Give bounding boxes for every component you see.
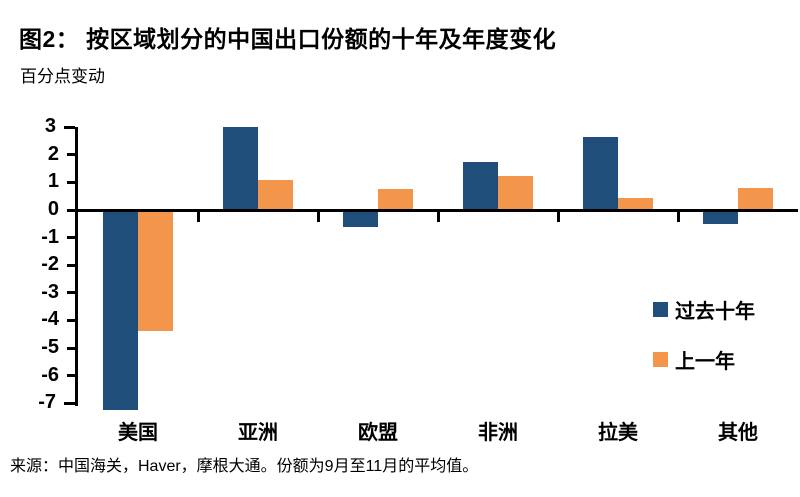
y-tick-0 bbox=[67, 208, 75, 212]
bar-过去十年-拉美 bbox=[583, 136, 618, 210]
y-tick--6 bbox=[67, 374, 75, 378]
legend-item-last-year: 上一年 bbox=[653, 348, 755, 373]
x-separator-tick-4 bbox=[556, 211, 560, 222]
legend: 过去十年 上一年 bbox=[653, 298, 755, 398]
source-note: 来源：中国海关，Haver，摩根大通。份额为9月至11月的平均值。 bbox=[10, 458, 479, 475]
y-tick-label--7: -7 bbox=[38, 391, 56, 414]
bar-上一年-亚洲 bbox=[258, 179, 293, 210]
y-tick-3 bbox=[64, 125, 75, 129]
bar-上一年-美国 bbox=[138, 210, 173, 332]
y-tick--2 bbox=[67, 263, 75, 267]
category-label-欧盟: 欧盟 bbox=[358, 422, 398, 444]
category-label-非洲: 非洲 bbox=[478, 422, 518, 444]
y-axis-line bbox=[75, 127, 78, 407]
y-tick-label--1: -1 bbox=[41, 225, 59, 248]
bar-过去十年-其他 bbox=[703, 210, 738, 224]
y-tick-label--2: -2 bbox=[41, 253, 59, 276]
y-tick-label-3: 3 bbox=[44, 115, 56, 138]
chart-title: 图2： 按区域划分的中国出口份额的十年及年度变化 bbox=[19, 26, 557, 52]
y-tick-label-0: 0 bbox=[47, 198, 59, 220]
y-tick-label-2: 2 bbox=[47, 142, 59, 165]
y-tick--4 bbox=[67, 318, 75, 322]
legend-label: 过去十年 bbox=[675, 300, 755, 323]
bar-过去十年-非洲 bbox=[463, 161, 498, 210]
chart-subtitle: 百分点变动 bbox=[20, 67, 105, 86]
legend-label: 上一年 bbox=[675, 350, 735, 373]
y-tick-1 bbox=[67, 180, 75, 184]
x-separator-tick-1 bbox=[196, 211, 200, 222]
x-separator-tick-3 bbox=[436, 211, 440, 222]
x-axis-line bbox=[78, 208, 798, 212]
x-separator-tick-2 bbox=[316, 211, 320, 222]
y-tick-label--3: -3 bbox=[41, 280, 59, 303]
bar-上一年-拉美 bbox=[618, 197, 653, 210]
x-separator-tick-5 bbox=[676, 211, 680, 222]
bar-过去十年-欧盟 bbox=[343, 210, 378, 227]
category-label-其他: 其他 bbox=[718, 422, 758, 444]
bar-上一年-非洲 bbox=[498, 175, 533, 210]
y-tick--7 bbox=[64, 401, 75, 405]
bar-过去十年-亚洲 bbox=[223, 127, 258, 210]
legend-swatch-blue bbox=[653, 301, 668, 317]
y-tick-label--4: -4 bbox=[41, 308, 59, 331]
y-tick--5 bbox=[67, 346, 75, 350]
y-tick-label--6: -6 bbox=[41, 363, 59, 386]
bar-上一年-欧盟 bbox=[378, 189, 413, 210]
y-tick--3 bbox=[67, 291, 75, 295]
y-tick--1 bbox=[67, 236, 75, 240]
bar-上一年-其他 bbox=[738, 187, 773, 210]
y-tick-label-1: 1 bbox=[47, 170, 59, 193]
y-tick-label--5: -5 bbox=[41, 336, 59, 358]
bar-过去十年-美国 bbox=[103, 210, 138, 411]
legend-item-past-decade: 过去十年 bbox=[653, 298, 755, 323]
category-label-美国: 美国 bbox=[118, 422, 158, 444]
category-label-拉美: 拉美 bbox=[598, 422, 638, 444]
legend-swatch-orange bbox=[653, 351, 668, 367]
category-label-亚洲: 亚洲 bbox=[238, 422, 278, 444]
y-tick-2 bbox=[67, 153, 75, 157]
